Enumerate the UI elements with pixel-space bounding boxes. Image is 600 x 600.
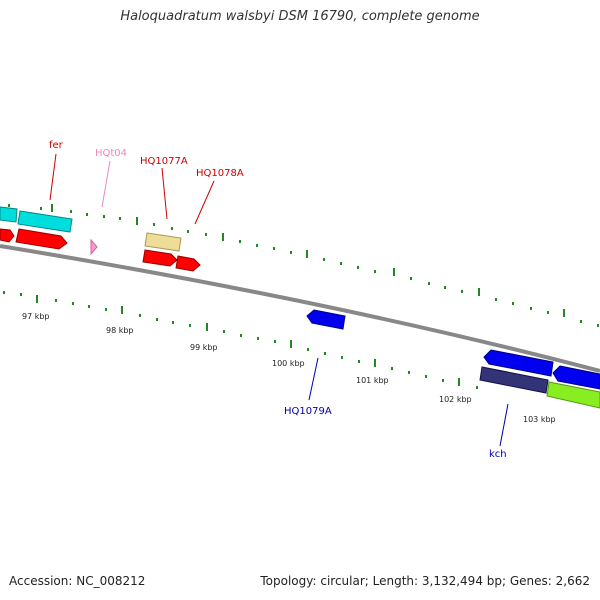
tick-label-98: 98 kbp xyxy=(106,326,134,335)
feature-hq1078a[interactable] xyxy=(175,255,201,272)
feature-red-arrow-2[interactable] xyxy=(142,249,178,267)
tick-label-100: 100 kbp xyxy=(272,359,305,368)
feature-kch[interactable] xyxy=(479,366,549,394)
gene-label-hq1077a[interactable]: HQ1077A xyxy=(140,156,188,167)
genome-summary-text: Topology: circular; Length: 3,132,494 bp… xyxy=(260,574,590,588)
feature-red-left[interactable] xyxy=(0,228,15,243)
gene-label-hqt04[interactable]: HQt04 xyxy=(95,148,127,159)
feature-green-right[interactable] xyxy=(546,381,600,409)
leader-hqt04 xyxy=(101,160,111,208)
feature-red-arrow-1[interactable] xyxy=(15,228,68,250)
feature-blue-arrow-right-1[interactable] xyxy=(483,349,554,377)
leader-hq1077a xyxy=(161,167,168,220)
tick-label-103: 103 kbp xyxy=(523,415,556,424)
tick-label-97: 97 kbp xyxy=(22,312,50,321)
feature-blue-arrow-right-2[interactable] xyxy=(552,365,600,390)
lower-tick-row xyxy=(3,291,478,389)
feature-hq1077a[interactable] xyxy=(144,232,182,252)
gene-label-hq1078a[interactable]: HQ1078A xyxy=(196,168,244,179)
leader-kch xyxy=(499,403,509,447)
accession-text: Accession: NC_008212 xyxy=(9,574,146,588)
feature-cyan-left[interactable] xyxy=(0,206,18,223)
leader-hq1078a xyxy=(194,180,215,225)
gene-label-hq1079a[interactable]: HQ1079A xyxy=(284,406,332,417)
feature-fer[interactable] xyxy=(17,210,73,233)
feature-hq1079a[interactable] xyxy=(306,309,346,330)
gene-label-fer[interactable]: fer xyxy=(49,140,64,151)
tick-label-101: 101 kbp xyxy=(356,376,389,385)
genome-backbone xyxy=(0,244,600,373)
tick-label-99: 99 kbp xyxy=(190,343,218,352)
feature-hqt04[interactable] xyxy=(90,238,98,256)
gene-label-kch[interactable]: kch xyxy=(489,449,507,460)
tick-label-102: 102 kbp xyxy=(439,395,472,404)
map-title: Haloquadratum walsbyi DSM 16790, complet… xyxy=(120,9,480,24)
upper-tick-row xyxy=(8,204,599,327)
leader-fer xyxy=(49,153,57,201)
leader-hq1079a xyxy=(308,357,319,401)
